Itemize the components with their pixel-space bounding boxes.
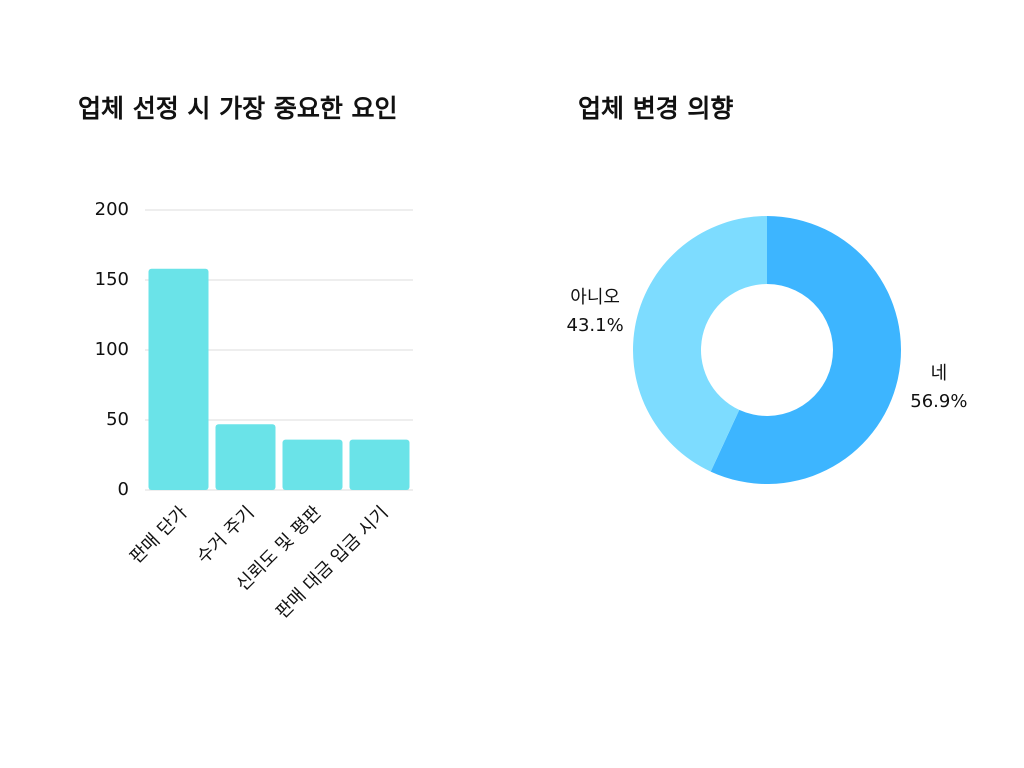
y-tick-label: 100 xyxy=(95,339,129,360)
y-tick-label: 150 xyxy=(95,269,129,290)
y-tick-label: 50 xyxy=(106,409,129,430)
chart-title: 업체 변경 의향 xyxy=(578,94,733,123)
y-tick-label: 200 xyxy=(95,199,129,220)
donut-slice xyxy=(633,216,767,472)
donut-slice xyxy=(710,216,901,484)
bar xyxy=(349,439,410,490)
chart-title: 업체 선정 시 가장 중요한 요인 xyxy=(78,94,398,123)
slice-value-label: 56.9% xyxy=(910,391,967,412)
bar xyxy=(148,268,209,490)
slice-label: 네 xyxy=(931,363,948,384)
slice-value-label: 43.1% xyxy=(567,315,624,336)
bar xyxy=(215,424,276,490)
y-tick-label: 0 xyxy=(118,479,129,500)
bar xyxy=(282,439,343,490)
slice-label: 아니오 xyxy=(570,287,620,308)
